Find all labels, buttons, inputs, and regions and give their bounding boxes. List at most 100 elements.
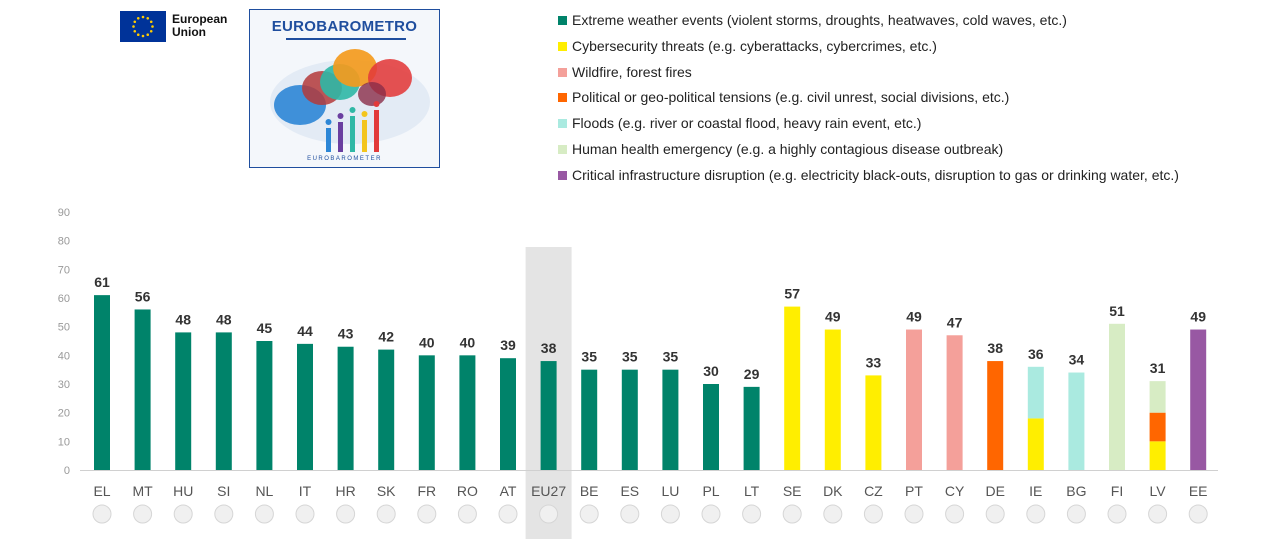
data-label-ie: 36 <box>1028 346 1044 362</box>
x-tick-label-eu27: EU27 <box>531 483 566 499</box>
x-tick-label-dk: DK <box>823 483 843 499</box>
eurobarometer-subtitle: EUROBAROMETER <box>307 156 382 162</box>
country-flag-icon-ie <box>1026 504 1046 524</box>
x-tick-label-el: EL <box>93 483 110 499</box>
european-union-logo: European Union <box>120 11 238 43</box>
country-flag-icon-at <box>498 504 518 524</box>
bar-segment-hr-extreme-weather <box>337 346 354 470</box>
country-flag-icon-dk <box>823 504 843 524</box>
x-tick-label-hu: HU <box>173 483 193 499</box>
y-tick-label: 80 <box>58 236 70 248</box>
x-tick-label-pl: PL <box>702 483 719 499</box>
legend-swatch <box>558 119 567 129</box>
y-tick-label: 20 <box>58 408 70 420</box>
legend-swatch <box>558 67 567 77</box>
eu-star-icon <box>149 20 153 24</box>
bar-segment-es-extreme-weather <box>621 369 638 470</box>
bar-segment-cz-cybersecurity <box>865 375 882 470</box>
bar-segment-se-cybersecurity <box>784 306 801 470</box>
x-tick-label-fi: FI <box>1111 483 1123 499</box>
data-label-sk: 42 <box>378 329 394 345</box>
eu-star-icon <box>133 20 137 24</box>
data-label-be: 35 <box>581 349 597 365</box>
data-label-lu: 35 <box>663 349 679 365</box>
legend-swatch <box>558 41 567 51</box>
country-flag-icon-it <box>295 504 315 524</box>
country-flag-icon-mt <box>133 504 153 524</box>
country-flag-icon-fr <box>417 504 437 524</box>
eu-star-icon <box>149 29 153 33</box>
bar-segment-at-extreme-weather <box>500 358 516 470</box>
bar-segment-bg-floods <box>1068 372 1085 470</box>
country-flag-icon-lt <box>742 504 762 524</box>
legend-label: Floods (e.g. river or coastal flood, hea… <box>572 115 922 132</box>
country-flag-icon-lv <box>1148 504 1168 524</box>
x-tick-label-ie: IE <box>1029 483 1042 499</box>
bar-segment-cy-wildfire <box>946 335 963 470</box>
y-tick-label: 70 <box>58 264 70 276</box>
data-label-el: 61 <box>94 274 110 290</box>
data-label-lv: 31 <box>1150 360 1166 376</box>
legend-label: Critical infrastructure disruption (e.g.… <box>572 166 1179 183</box>
bar-segment-de-political <box>987 361 1004 470</box>
country-flag-icon-se <box>782 504 802 524</box>
x-tick-label-it: IT <box>299 483 312 499</box>
y-tick-label: 30 <box>58 379 70 391</box>
x-tick-label-fr: FR <box>417 483 436 499</box>
x-tick-label-lv: LV <box>1150 483 1167 499</box>
y-tick-label: 50 <box>58 322 70 334</box>
eu-star-icon <box>146 33 150 37</box>
data-label-dk: 49 <box>825 309 841 325</box>
legend-swatch <box>558 170 567 180</box>
x-tick-label-si: SI <box>217 483 230 499</box>
data-label-de: 38 <box>987 340 1003 356</box>
bar-segment-lv-cybersecurity <box>1149 441 1166 470</box>
legend-label: Extreme weather events (violent storms, … <box>572 12 1067 28</box>
data-label-it: 44 <box>297 323 313 339</box>
country-flag-icon-lu <box>660 504 680 524</box>
data-label-cz: 33 <box>866 354 882 370</box>
country-flag-icon-cy <box>945 504 965 524</box>
eu-star-icon <box>141 34 145 38</box>
x-tick-label-pt: PT <box>905 483 923 499</box>
eu-logo-text-line2: Union <box>172 25 206 39</box>
legend-swatch <box>558 145 567 154</box>
eu-star-icon <box>136 33 140 37</box>
bar-segment-it-extreme-weather <box>297 343 313 470</box>
country-flag-icon-el <box>92 504 112 524</box>
data-label-bg: 34 <box>1069 352 1085 368</box>
x-tick-label-at: AT <box>500 483 517 499</box>
bar-segment-ie-cybersecurity <box>1027 418 1044 470</box>
data-label-hr: 43 <box>338 326 354 342</box>
x-tick-label-de: DE <box>985 483 1004 499</box>
x-tick-label-ro: RO <box>457 483 478 499</box>
legend-label: Wildfire, forest fires <box>572 63 692 80</box>
data-label-eu27: 38 <box>541 340 557 356</box>
country-flag-icon-be <box>579 504 599 524</box>
x-tick-label-ee: EE <box>1189 483 1208 499</box>
country-flag-icon-pl <box>701 504 721 524</box>
data-label-pt: 49 <box>906 309 922 325</box>
speech-bubbles-icon <box>270 38 430 152</box>
bar-segment-ee-infrastructure <box>1190 329 1207 470</box>
bar-segment-mt-extreme-weather <box>134 309 151 470</box>
country-flag-icon-ro <box>457 504 477 524</box>
country-flag-icon-si <box>214 504 234 524</box>
legend-label: Cybersecurity threats (e.g. cyberattacks… <box>572 37 937 54</box>
country-flag-icon-de <box>985 504 1005 524</box>
y-tick-label: 60 <box>58 293 70 305</box>
data-label-cy: 47 <box>947 314 963 330</box>
bar-segment-lt-extreme-weather <box>743 386 760 470</box>
eu-logo-text-line1: European <box>172 12 228 26</box>
eurobarometer-title: EUROBAROMETRO <box>271 18 418 35</box>
legend-swatch <box>558 93 567 103</box>
bar-segment-ie-floods <box>1027 366 1044 419</box>
data-label-at: 39 <box>500 337 516 353</box>
data-label-pl: 30 <box>703 363 719 379</box>
eu-flag-icon <box>120 11 166 42</box>
eu-star-icon <box>146 16 150 20</box>
bar-segment-pt-wildfire <box>906 329 922 470</box>
y-tick-label: 90 <box>58 207 70 219</box>
legend-label: Political or geo-political tensions (e.g… <box>572 89 1010 106</box>
x-tick-label-be: BE <box>580 483 599 499</box>
